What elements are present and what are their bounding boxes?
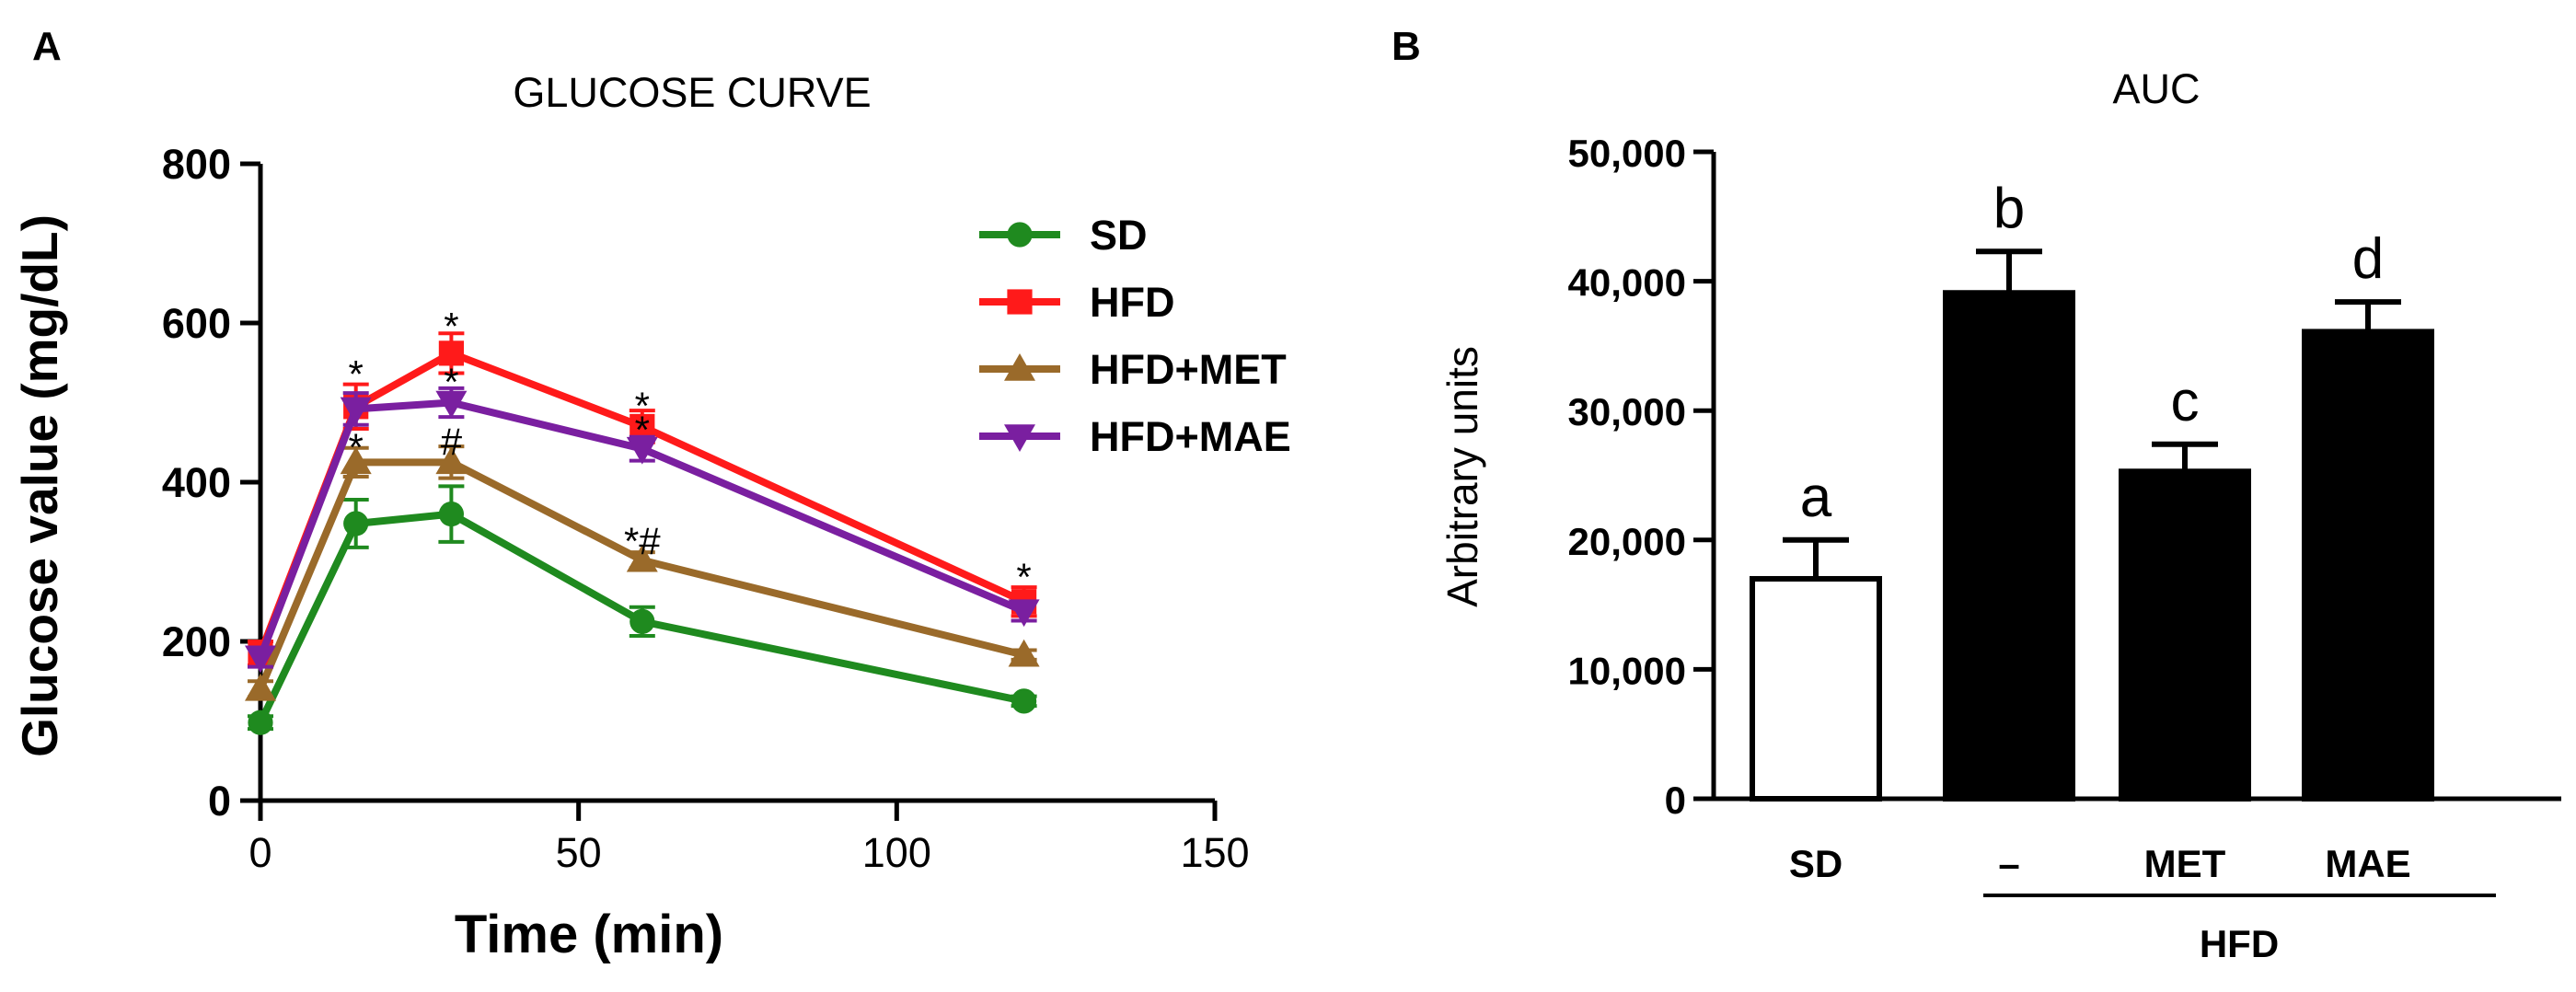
panel-b-categories: SD – MET MAE bbox=[1789, 842, 2411, 885]
panel-b-y-tick-label: 20,000 bbox=[1568, 520, 1686, 563]
data-point-hfd-mae bbox=[435, 390, 468, 419]
panel-b-bars: a b c d bbox=[1750, 177, 2434, 802]
data-point-hfd-met bbox=[626, 544, 658, 572]
panel-a-title: GLUCOSE CURVE bbox=[513, 69, 871, 116]
significance-annotation: # bbox=[441, 420, 463, 463]
legend-item-sd: SD bbox=[979, 212, 1148, 259]
panel-a-x-tick-label: 150 bbox=[1180, 829, 1249, 876]
panel-b-y-tick-label: 30,000 bbox=[1568, 390, 1686, 433]
category-label: MAE bbox=[2325, 842, 2410, 885]
data-point-sd bbox=[248, 709, 273, 735]
series-sd bbox=[248, 484, 1037, 735]
panel-a-series bbox=[245, 331, 1040, 735]
legend-label-hfd-mae: HFD+MAE bbox=[1090, 413, 1291, 460]
bar-group: d bbox=[2302, 227, 2434, 802]
data-point-sd bbox=[438, 502, 464, 527]
legend-item-hfd: HFD bbox=[979, 279, 1174, 326]
significance-letter: a bbox=[1800, 466, 1832, 529]
panel-a-legend: SD HFD HFD+MET HFD+MAE bbox=[979, 212, 1291, 460]
category-label: SD bbox=[1789, 842, 1842, 885]
legend-marker-hfd bbox=[1007, 289, 1033, 315]
series-line-hfd-met bbox=[257, 458, 1025, 691]
legend-label-hfd: HFD bbox=[1090, 279, 1174, 326]
series-hfd-mae bbox=[245, 386, 1040, 674]
significance-annotation: * bbox=[349, 425, 364, 468]
panel-a-ticks: 0 200 400 600 800 0 50 100 150 bbox=[162, 141, 1250, 876]
panel-a-y-tick-label: 800 bbox=[162, 141, 231, 188]
legend-item-hfd-met: HFD+MET bbox=[979, 346, 1287, 393]
legend-item-hfd-mae: HFD+MAE bbox=[979, 413, 1291, 460]
panel-a-x-tick-label: 100 bbox=[862, 829, 931, 876]
category-label: MET bbox=[2144, 842, 2226, 885]
panel-b-label: B bbox=[1392, 24, 1421, 69]
data-point-hfd-mae bbox=[626, 436, 658, 465]
significance-annotation: * bbox=[635, 385, 650, 428]
panel-b-y-tick-label: 50,000 bbox=[1568, 132, 1686, 175]
legend-marker-hfd-met bbox=[1004, 353, 1035, 381]
panel-b: B AUC Arbitrary units 0 10,000 20,000 30,00… bbox=[1392, 24, 2561, 965]
panel-a-annotations: ******* #*# bbox=[349, 305, 1032, 598]
bar-group: c bbox=[2119, 370, 2251, 802]
panel-b-y-tick-label: 0 bbox=[1665, 779, 1686, 822]
data-point-hfd-mae bbox=[340, 397, 372, 425]
significance-letter: c bbox=[2171, 370, 2200, 433]
legend-marker-hfd-mae bbox=[1004, 424, 1035, 452]
significance-annotation: * bbox=[444, 361, 458, 404]
panel-a-x-tick-label: 0 bbox=[248, 829, 271, 876]
significance-annotation: * bbox=[635, 408, 650, 451]
bar bbox=[2302, 329, 2434, 802]
significance-annotation: * bbox=[349, 352, 364, 396]
panel-a: A GLUCOSE CURVE Time (min) Glucose value… bbox=[11, 24, 1291, 964]
category-label: – bbox=[1998, 842, 2019, 885]
data-point-sd bbox=[630, 608, 655, 634]
panel-b-ylabel: Arbitrary units bbox=[1438, 346, 1486, 607]
data-point-hfd bbox=[630, 413, 655, 440]
bar bbox=[1750, 575, 1882, 802]
bar-group: b bbox=[1943, 177, 2075, 802]
significance-annotation: * bbox=[444, 305, 458, 348]
panel-b-y-tick-label: 40,000 bbox=[1568, 261, 1686, 305]
data-point-hfd-met bbox=[340, 446, 372, 475]
legend-label-hfd-met: HFD+MET bbox=[1090, 346, 1287, 393]
data-point-sd bbox=[1011, 688, 1037, 714]
significance-annotation: *# bbox=[624, 520, 661, 563]
bar bbox=[1943, 290, 2075, 802]
panel-a-y-tick-label: 0 bbox=[208, 778, 231, 825]
data-point-hfd-met bbox=[245, 673, 276, 701]
data-point-hfd-mae bbox=[1008, 599, 1040, 628]
bar bbox=[2119, 468, 2251, 802]
panel-a-y-tick-label: 600 bbox=[162, 300, 231, 347]
legend-marker-sd bbox=[1007, 222, 1033, 248]
panel-a-y-tick-label: 400 bbox=[162, 459, 231, 506]
legend-label-sd: SD bbox=[1090, 212, 1148, 259]
panel-b-title: AUC bbox=[2112, 65, 2200, 112]
panel-a-y-tick-label: 200 bbox=[162, 618, 231, 665]
data-point-hfd bbox=[438, 340, 464, 366]
panel-b-ticks: 0 10,000 20,000 30,000 40,000 50,000 bbox=[1568, 132, 1714, 822]
panel-a-xlabel: Time (min) bbox=[455, 905, 723, 964]
panel-a-x-tick-label: 50 bbox=[556, 829, 602, 876]
panel-a-label: A bbox=[32, 24, 62, 69]
panel-b-y-tick-label: 10,000 bbox=[1568, 649, 1686, 692]
bar-group: a bbox=[1750, 466, 1882, 802]
hfd-group-label: HFD bbox=[2200, 922, 2279, 965]
panel-a-ylabel: Glucose value (mg/dL) bbox=[11, 214, 68, 757]
data-point-sd bbox=[343, 511, 369, 536]
data-point-hfd-met bbox=[435, 446, 468, 475]
panel-a-axes bbox=[258, 164, 1215, 803]
series-hfd-met bbox=[245, 444, 1040, 701]
significance-letter: d bbox=[2352, 227, 2384, 291]
data-point-hfd-mae bbox=[245, 645, 276, 674]
significance-letter: b bbox=[1993, 177, 2025, 240]
significance-annotation: * bbox=[1016, 555, 1031, 598]
data-point-hfd-met bbox=[1008, 639, 1040, 667]
